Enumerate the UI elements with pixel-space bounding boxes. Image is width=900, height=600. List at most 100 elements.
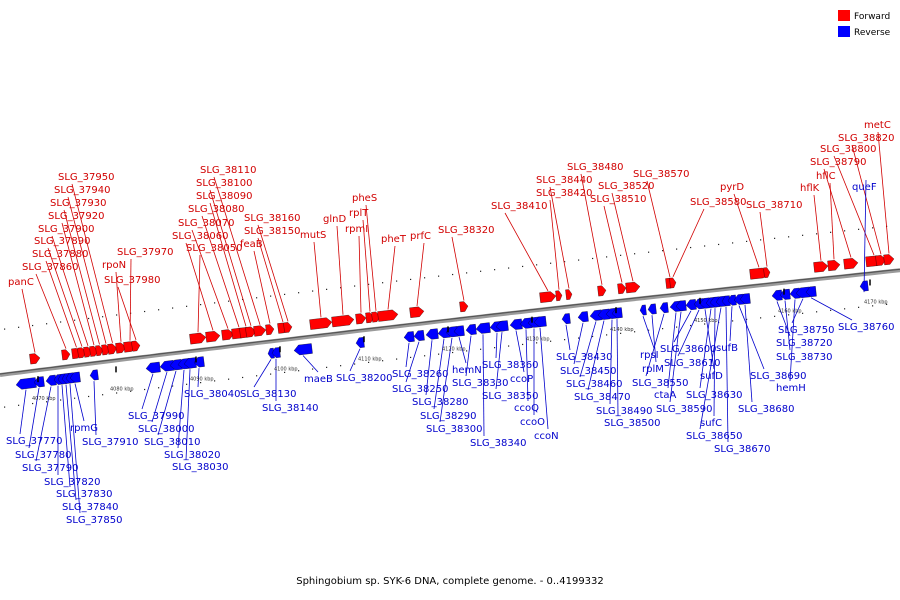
reverse-connector: [141, 373, 154, 410]
reverse-connector: [65, 384, 77, 501]
reverse-gene-label: ccoO: [520, 417, 545, 428]
tick-dot: [256, 375, 258, 377]
reverse-gene-label: SLG_38680: [738, 404, 794, 415]
reverse-gene-label: SLG_38720: [776, 338, 832, 349]
reverse-gene-label: rpmG: [70, 423, 98, 434]
forward-connector: [61, 222, 95, 346]
scale-label: 4070 kbp: [32, 396, 56, 402]
reverse-gene-label: SLG_37990: [128, 411, 184, 422]
tick-dot: [844, 308, 846, 310]
reverse-connector: [349, 348, 361, 372]
forward-connector: [611, 192, 634, 282]
label-connectors: [19, 131, 890, 514]
tick-dot: [536, 264, 538, 266]
tick-dot: [816, 311, 818, 313]
forward-connector: [253, 250, 271, 324]
reverse-connector: [69, 384, 81, 514]
reverse-gene-label: ccoN: [534, 431, 559, 442]
forward-connector: [549, 186, 570, 289]
forward-connector: [416, 242, 425, 307]
tick-dot: [494, 347, 496, 349]
forward-gene-arrow: [813, 261, 829, 273]
forward-gene-arrow: [883, 254, 895, 266]
reverse-connector: [197, 368, 200, 388]
forward-gene-label: SLG_37970: [117, 247, 173, 258]
forward-gene-arrow: [555, 290, 563, 302]
reverse-gene-label: queF: [852, 182, 877, 193]
tick-dot: [592, 335, 594, 338]
reverse-gene-label: SLG_38030: [172, 462, 228, 473]
scale-label: 4090 kbp: [190, 377, 214, 383]
reverse-gene-label: SLG_38760: [838, 322, 894, 333]
tick-dot: [158, 387, 160, 389]
legend: Forward Reverse: [838, 10, 891, 38]
reverse-gene-label: SLG_38630: [686, 390, 742, 401]
forward-connector: [201, 215, 240, 328]
forward-connector: [813, 194, 822, 261]
reverse-connector: [439, 337, 453, 423]
forward-gene-label: SLG_38090: [196, 191, 252, 202]
forward-connector: [504, 212, 549, 292]
reverse-gene-arrow: [89, 369, 99, 381]
reverse-gene-arrow: [805, 286, 817, 297]
reverse-gene-label: ctaA: [654, 390, 677, 401]
tick-dot: [760, 239, 762, 241]
tick-dot: [606, 256, 608, 258]
forward-connector: [63, 209, 100, 345]
tick-dot: [746, 318, 748, 320]
tick-dot: [676, 248, 678, 250]
reverse-connector: [61, 385, 71, 488]
forward-gene-label: pheS: [352, 193, 377, 204]
tick-dot: [816, 233, 818, 235]
forward-connector: [733, 193, 760, 268]
tick-dot: [480, 348, 482, 350]
reverse-connector: [93, 381, 97, 436]
tick-dot: [158, 309, 160, 311]
forward-connector: [67, 196, 107, 344]
scale-labels: 4070 kbp 4080 kbp 4090 kbp 4100 kbp 4110 kbp…: [32, 279, 888, 402]
forward-connector: [129, 258, 132, 341]
tick-dot: [522, 343, 524, 346]
forward-gene-arrow: [617, 283, 627, 295]
reverse-gene-arrow: [465, 324, 477, 335]
tick-dot: [550, 262, 552, 264]
reverse-gene-label: SLG_38590: [656, 404, 712, 415]
forward-connector: [209, 189, 252, 326]
reverse-connector: [482, 334, 485, 437]
forward-gene-arrow: [377, 309, 399, 322]
reverse-connector: [302, 355, 319, 373]
forward-gene-label: SLG_38820: [838, 133, 894, 144]
tick-dot: [74, 397, 76, 399]
forward-connector: [313, 241, 322, 318]
reverse-gene-arrow: [795, 286, 811, 298]
dot-ticks: [4, 225, 888, 408]
forward-gene-arrow: [827, 260, 841, 272]
tick-dot: [690, 324, 692, 327]
reverse-gene-arrow: [169, 359, 183, 371]
reverse-gene-label: SLG_38750: [778, 325, 834, 336]
forward-gene-label: SLG_38570: [633, 169, 689, 180]
tick-dot: [662, 250, 664, 252]
forward-connector: [580, 173, 603, 285]
reverse-gene-arrow: [727, 294, 737, 306]
forward-gene-arrow: [355, 313, 367, 325]
forward-connector: [365, 204, 377, 311]
reverse-gene-label: SLG_37840: [62, 502, 118, 513]
reverse-connector: [645, 313, 665, 377]
reverse-gene-arrow: [33, 376, 45, 388]
reverse-connector: [157, 370, 177, 436]
reverse-connector: [738, 305, 765, 370]
tick-dot: [60, 399, 62, 401]
reverse-gene-label: sufD: [700, 371, 723, 382]
reverse-gene-arrow: [779, 288, 791, 300]
tick-dot: [312, 368, 314, 370]
tick-dot: [270, 373, 272, 375]
tick-dot: [326, 366, 328, 368]
tick-dot: [242, 376, 244, 379]
forward-gene-arrow: [843, 258, 859, 270]
reverse-connector: [458, 337, 467, 364]
tick-dot: [214, 302, 216, 304]
forward-gene-label: metC: [864, 120, 891, 131]
reverse-connector: [669, 311, 682, 403]
